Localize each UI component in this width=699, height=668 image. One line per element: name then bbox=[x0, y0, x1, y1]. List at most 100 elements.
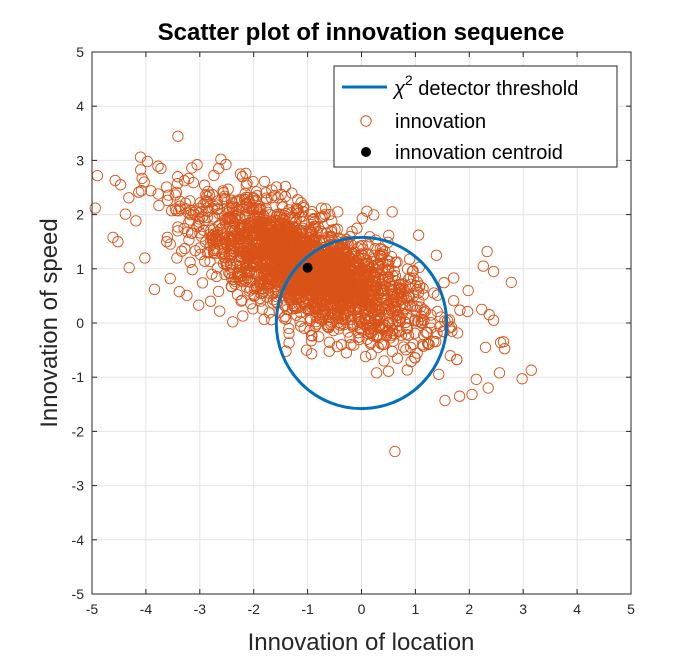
innovation-point bbox=[372, 320, 385, 332]
innovation-point bbox=[269, 260, 281, 272]
innovation-point bbox=[164, 272, 176, 285]
y-tick-label: 5 bbox=[76, 44, 84, 60]
innovation-point bbox=[302, 289, 314, 301]
innovation-point bbox=[262, 247, 275, 260]
innovation-point bbox=[278, 209, 291, 222]
innovation-point bbox=[369, 243, 381, 255]
innovation-point bbox=[363, 284, 375, 296]
innovation-point bbox=[130, 215, 142, 227]
innovation-point bbox=[264, 270, 277, 282]
innovation-point bbox=[297, 202, 310, 214]
x-tick-label: -2 bbox=[247, 601, 260, 617]
innovation-point bbox=[403, 313, 415, 325]
innovation-point bbox=[401, 364, 413, 376]
innovation-point bbox=[323, 345, 335, 357]
innovation-point bbox=[193, 202, 206, 215]
innovation-point bbox=[236, 247, 248, 260]
innovation-point bbox=[419, 305, 431, 317]
innovation-point bbox=[451, 327, 464, 339]
innovation-point bbox=[498, 343, 511, 355]
innovation-point bbox=[228, 246, 241, 259]
threshold-curve bbox=[274, 235, 449, 411]
innovation-point bbox=[169, 203, 182, 215]
innovation-point bbox=[298, 322, 310, 334]
innovation-point bbox=[185, 204, 197, 216]
innovation-point bbox=[207, 229, 219, 242]
innovation-point bbox=[370, 300, 383, 312]
innovation-point bbox=[382, 271, 395, 283]
innovation-point bbox=[453, 390, 466, 402]
x-tick-label: 4 bbox=[573, 601, 581, 617]
innovation-point bbox=[178, 175, 191, 187]
axis-ticks: -5 -4 -3 -2 -1 0 1 2 3 4 5 -5 -4 -3 -2 -1 0 1 2 3 4 5 bbox=[72, 44, 636, 617]
innovation-point bbox=[324, 208, 336, 221]
innovation-point bbox=[386, 206, 398, 218]
innovation-point bbox=[368, 267, 380, 279]
innovation-point bbox=[289, 249, 301, 261]
innovation-point bbox=[308, 288, 321, 300]
y-tick-label: 2 bbox=[76, 207, 84, 223]
innovation-point bbox=[354, 270, 367, 282]
legend-centroid-label: innovation centroid bbox=[395, 142, 563, 164]
innovation-point bbox=[418, 306, 430, 318]
innovation-point bbox=[354, 322, 366, 335]
innovation-point bbox=[236, 171, 249, 183]
innovation-point bbox=[439, 394, 451, 407]
innovation-point bbox=[240, 235, 252, 248]
innovation-point bbox=[366, 260, 379, 273]
innovation-point bbox=[153, 199, 165, 212]
innovation-point bbox=[336, 288, 348, 300]
innovation-point bbox=[462, 284, 474, 297]
innovation-point bbox=[191, 159, 203, 171]
innovation-point bbox=[265, 192, 278, 204]
innovation-point bbox=[218, 192, 230, 205]
innovation-point bbox=[337, 257, 350, 269]
innovation-point bbox=[204, 255, 216, 268]
x-tick-label: 2 bbox=[465, 601, 473, 617]
innovation-point bbox=[516, 373, 528, 385]
innovation-point bbox=[470, 373, 482, 386]
innovation-point bbox=[328, 291, 340, 303]
innovation-point bbox=[269, 285, 281, 298]
x-tick-label: 5 bbox=[627, 601, 635, 617]
innovation-point bbox=[214, 305, 226, 317]
innovation-point bbox=[327, 244, 339, 256]
innovation-point bbox=[89, 202, 101, 214]
innovation-point bbox=[261, 259, 273, 271]
innovation-point bbox=[327, 324, 340, 337]
innovation-point bbox=[305, 335, 318, 347]
legend-threshold-label: χ2 detector threshold bbox=[392, 72, 578, 100]
innovation-point bbox=[268, 189, 280, 202]
innovation-point bbox=[378, 355, 390, 367]
innovation-point bbox=[198, 179, 211, 191]
legend-innovation-marker bbox=[360, 115, 372, 127]
innovation-point bbox=[438, 326, 450, 338]
innovation-point bbox=[183, 234, 195, 246]
innovation-point bbox=[430, 249, 443, 261]
y-axis-label: Innovation of speed bbox=[36, 218, 63, 428]
innovation-point bbox=[284, 289, 296, 301]
innovation-point bbox=[171, 177, 184, 190]
innovation-point bbox=[219, 193, 231, 206]
innovation-point bbox=[288, 239, 300, 251]
innovation-point bbox=[318, 303, 331, 315]
innovation-point bbox=[148, 283, 161, 296]
innovation-point bbox=[258, 238, 270, 251]
innovation-point bbox=[207, 212, 219, 225]
innovation-point bbox=[255, 295, 267, 307]
innovation-point bbox=[326, 215, 338, 227]
innovation-point bbox=[355, 248, 367, 260]
innovation-point bbox=[161, 236, 173, 248]
innovation-point bbox=[359, 312, 372, 324]
innovation-point bbox=[286, 187, 298, 199]
innovation-point bbox=[161, 194, 174, 207]
innovation-point bbox=[317, 249, 329, 261]
innovation-point bbox=[316, 211, 328, 223]
innovation-point bbox=[237, 276, 249, 288]
innovation-point bbox=[333, 281, 345, 293]
innovation-point bbox=[240, 228, 252, 240]
innovation-point bbox=[438, 277, 450, 289]
innovation-point bbox=[331, 223, 343, 235]
innovation-point bbox=[138, 176, 150, 188]
innovation-point bbox=[369, 282, 382, 294]
